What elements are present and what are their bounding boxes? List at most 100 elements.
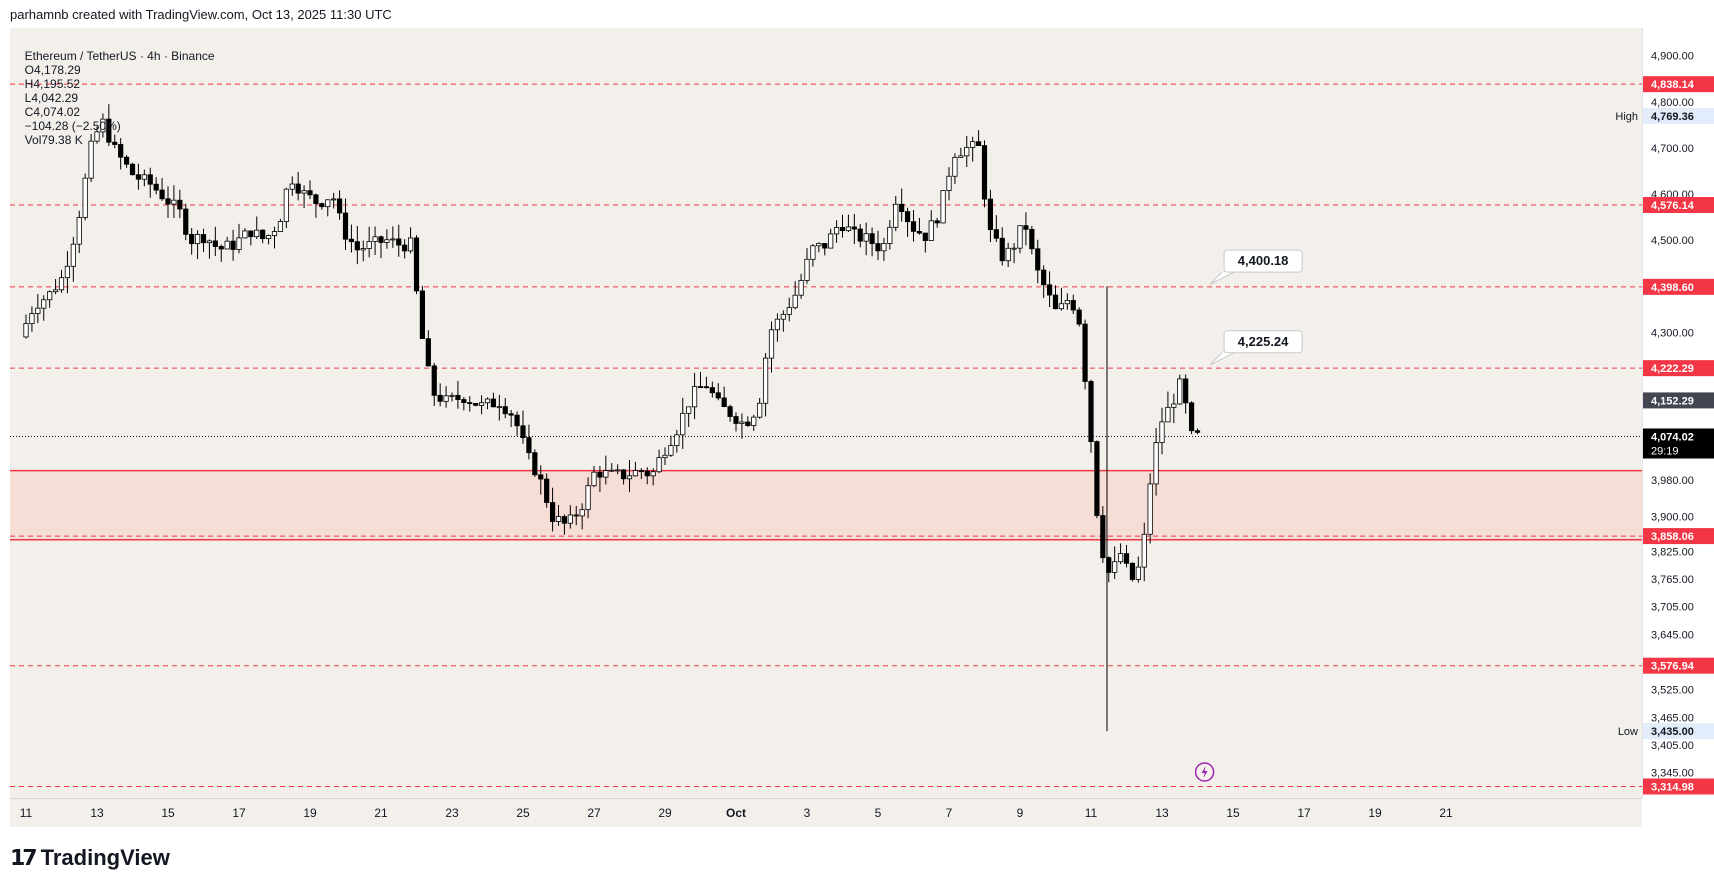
candle-body bbox=[82, 177, 88, 218]
candle-body bbox=[1041, 269, 1047, 286]
candle-body bbox=[88, 140, 94, 179]
candle-body bbox=[733, 416, 739, 424]
candle-body bbox=[567, 514, 573, 524]
callout-box bbox=[1223, 330, 1303, 354]
candle-body bbox=[1159, 421, 1165, 443]
legend-change: −104.28 (−2.50%) bbox=[24, 119, 121, 133]
high-price-label-text: 4,769.36 bbox=[1651, 111, 1694, 123]
candle-body bbox=[561, 516, 568, 524]
candle-body bbox=[940, 190, 946, 224]
candle-body bbox=[703, 386, 710, 389]
level-price-label-bg bbox=[1643, 278, 1714, 295]
time-tick: 5 bbox=[875, 806, 882, 820]
price-chart[interactable]: 4,400.18 4,225.24 High Low bbox=[10, 28, 1642, 798]
candle-body bbox=[70, 243, 76, 267]
candle-body bbox=[319, 203, 325, 208]
lightning-icon bbox=[1194, 762, 1215, 782]
price-axis-svg: 4,900.004,800.004,700.004,600.004,500.00… bbox=[1643, 51, 1714, 795]
candle-body bbox=[839, 227, 846, 232]
level-price-label: 4,222.29 bbox=[1643, 360, 1714, 377]
candle-body bbox=[549, 502, 556, 522]
price-tick: 3,405.00 bbox=[1651, 740, 1694, 752]
candle-body bbox=[123, 156, 130, 165]
price-tick: 4,700.00 bbox=[1651, 143, 1694, 155]
prev-close-label-text: 4,152.29 bbox=[1651, 395, 1694, 407]
candle-body bbox=[768, 329, 775, 359]
level-price-label-bg bbox=[1643, 657, 1714, 674]
tradingview-logo[interactable]: 𝟭𝟳 TradingView bbox=[10, 845, 170, 871]
candle-body bbox=[745, 421, 751, 426]
candle-body bbox=[153, 183, 159, 191]
candle-body bbox=[981, 145, 988, 200]
legend-high: H4,195.52 bbox=[24, 77, 81, 91]
candle-body bbox=[313, 194, 319, 205]
time-tick: 17 bbox=[232, 806, 246, 820]
level-price-label-bg bbox=[1643, 360, 1714, 377]
candle-body bbox=[810, 245, 816, 260]
time-tick: 13 bbox=[90, 806, 104, 820]
legend-symbol[interactable]: Ethereum / TetherUS · 4h · Binance bbox=[24, 49, 215, 63]
time-tick: 11 bbox=[20, 806, 33, 820]
candle-body bbox=[946, 175, 952, 191]
candle-body bbox=[881, 243, 887, 252]
candle-body bbox=[609, 469, 615, 472]
tradingview-logo-icon: 𝟭𝟳 bbox=[10, 845, 38, 870]
candle-body bbox=[916, 230, 923, 234]
candle-body bbox=[372, 236, 378, 242]
level-price-label-text: 4,222.29 bbox=[1651, 363, 1694, 375]
candle-body bbox=[526, 437, 532, 454]
candle-body bbox=[112, 141, 118, 145]
candle-body bbox=[301, 190, 307, 194]
candle-body bbox=[1035, 248, 1041, 271]
time-tick: 21 bbox=[1439, 806, 1453, 820]
candle-body bbox=[952, 156, 958, 177]
candle-body bbox=[218, 246, 224, 250]
candle-body bbox=[348, 238, 355, 243]
candle-body bbox=[47, 291, 53, 301]
candle-body bbox=[1183, 378, 1189, 404]
candle-body bbox=[260, 229, 266, 240]
candle-body bbox=[206, 240, 213, 244]
candle-body bbox=[674, 434, 680, 447]
current-price-bg bbox=[1643, 428, 1714, 459]
level-price-label: 4,398.60 bbox=[1643, 278, 1714, 295]
candle-body bbox=[757, 402, 763, 418]
candle-body bbox=[508, 413, 514, 416]
price-tick: 3,465.00 bbox=[1651, 712, 1694, 724]
time-tick: Oct bbox=[726, 806, 746, 820]
level-price-label-text: 4,576.14 bbox=[1651, 200, 1695, 212]
candle-body bbox=[626, 475, 633, 480]
candle-body bbox=[1141, 533, 1147, 568]
candle-body bbox=[135, 174, 142, 180]
time-tick: 7 bbox=[946, 806, 953, 820]
tradingview-brand-text: TradingView bbox=[40, 845, 170, 870]
candle-body bbox=[792, 294, 798, 309]
time-tick: 15 bbox=[161, 806, 175, 820]
candle-body bbox=[538, 474, 544, 480]
legend-close: C4,074.02 bbox=[24, 105, 81, 119]
candle-body bbox=[644, 470, 650, 477]
candle-body bbox=[354, 241, 360, 251]
level-price-label-text: 3,314.98 bbox=[1651, 781, 1694, 793]
candle-body bbox=[970, 141, 976, 148]
time-axis[interactable]: 11 13 15 17 19 21 23 25 27 29 Oct 3 5 7 9 11 13 15 17 19 21 bbox=[10, 798, 1642, 827]
candle-body bbox=[816, 243, 822, 247]
header-credit: parhamnb created with TradingView.com, O… bbox=[10, 7, 392, 22]
candle-body bbox=[987, 198, 994, 231]
callout-box bbox=[1223, 249, 1303, 273]
price-tick: 4,900.00 bbox=[1651, 51, 1694, 63]
price-tick: 3,825.00 bbox=[1651, 546, 1694, 558]
level-price-label-text: 4,838.14 bbox=[1651, 79, 1695, 91]
candle-body bbox=[484, 398, 491, 404]
candle-body bbox=[295, 183, 301, 194]
chart-area[interactable]: 4,400.18 4,225.24 High Low bbox=[10, 28, 1642, 798]
candle-body bbox=[1076, 309, 1082, 325]
candle-body bbox=[1017, 225, 1023, 249]
candle-body bbox=[64, 265, 71, 279]
lightning-bolt bbox=[1201, 766, 1208, 778]
price-callout: 4,400.18 bbox=[1209, 249, 1303, 285]
price-axis[interactable]: 4,900.00 4,800.00 4,700.00 4,600.00 4,500.00… bbox=[1642, 28, 1714, 798]
candle-body bbox=[200, 234, 207, 244]
candle-body bbox=[958, 155, 964, 158]
candle-body bbox=[727, 406, 733, 417]
